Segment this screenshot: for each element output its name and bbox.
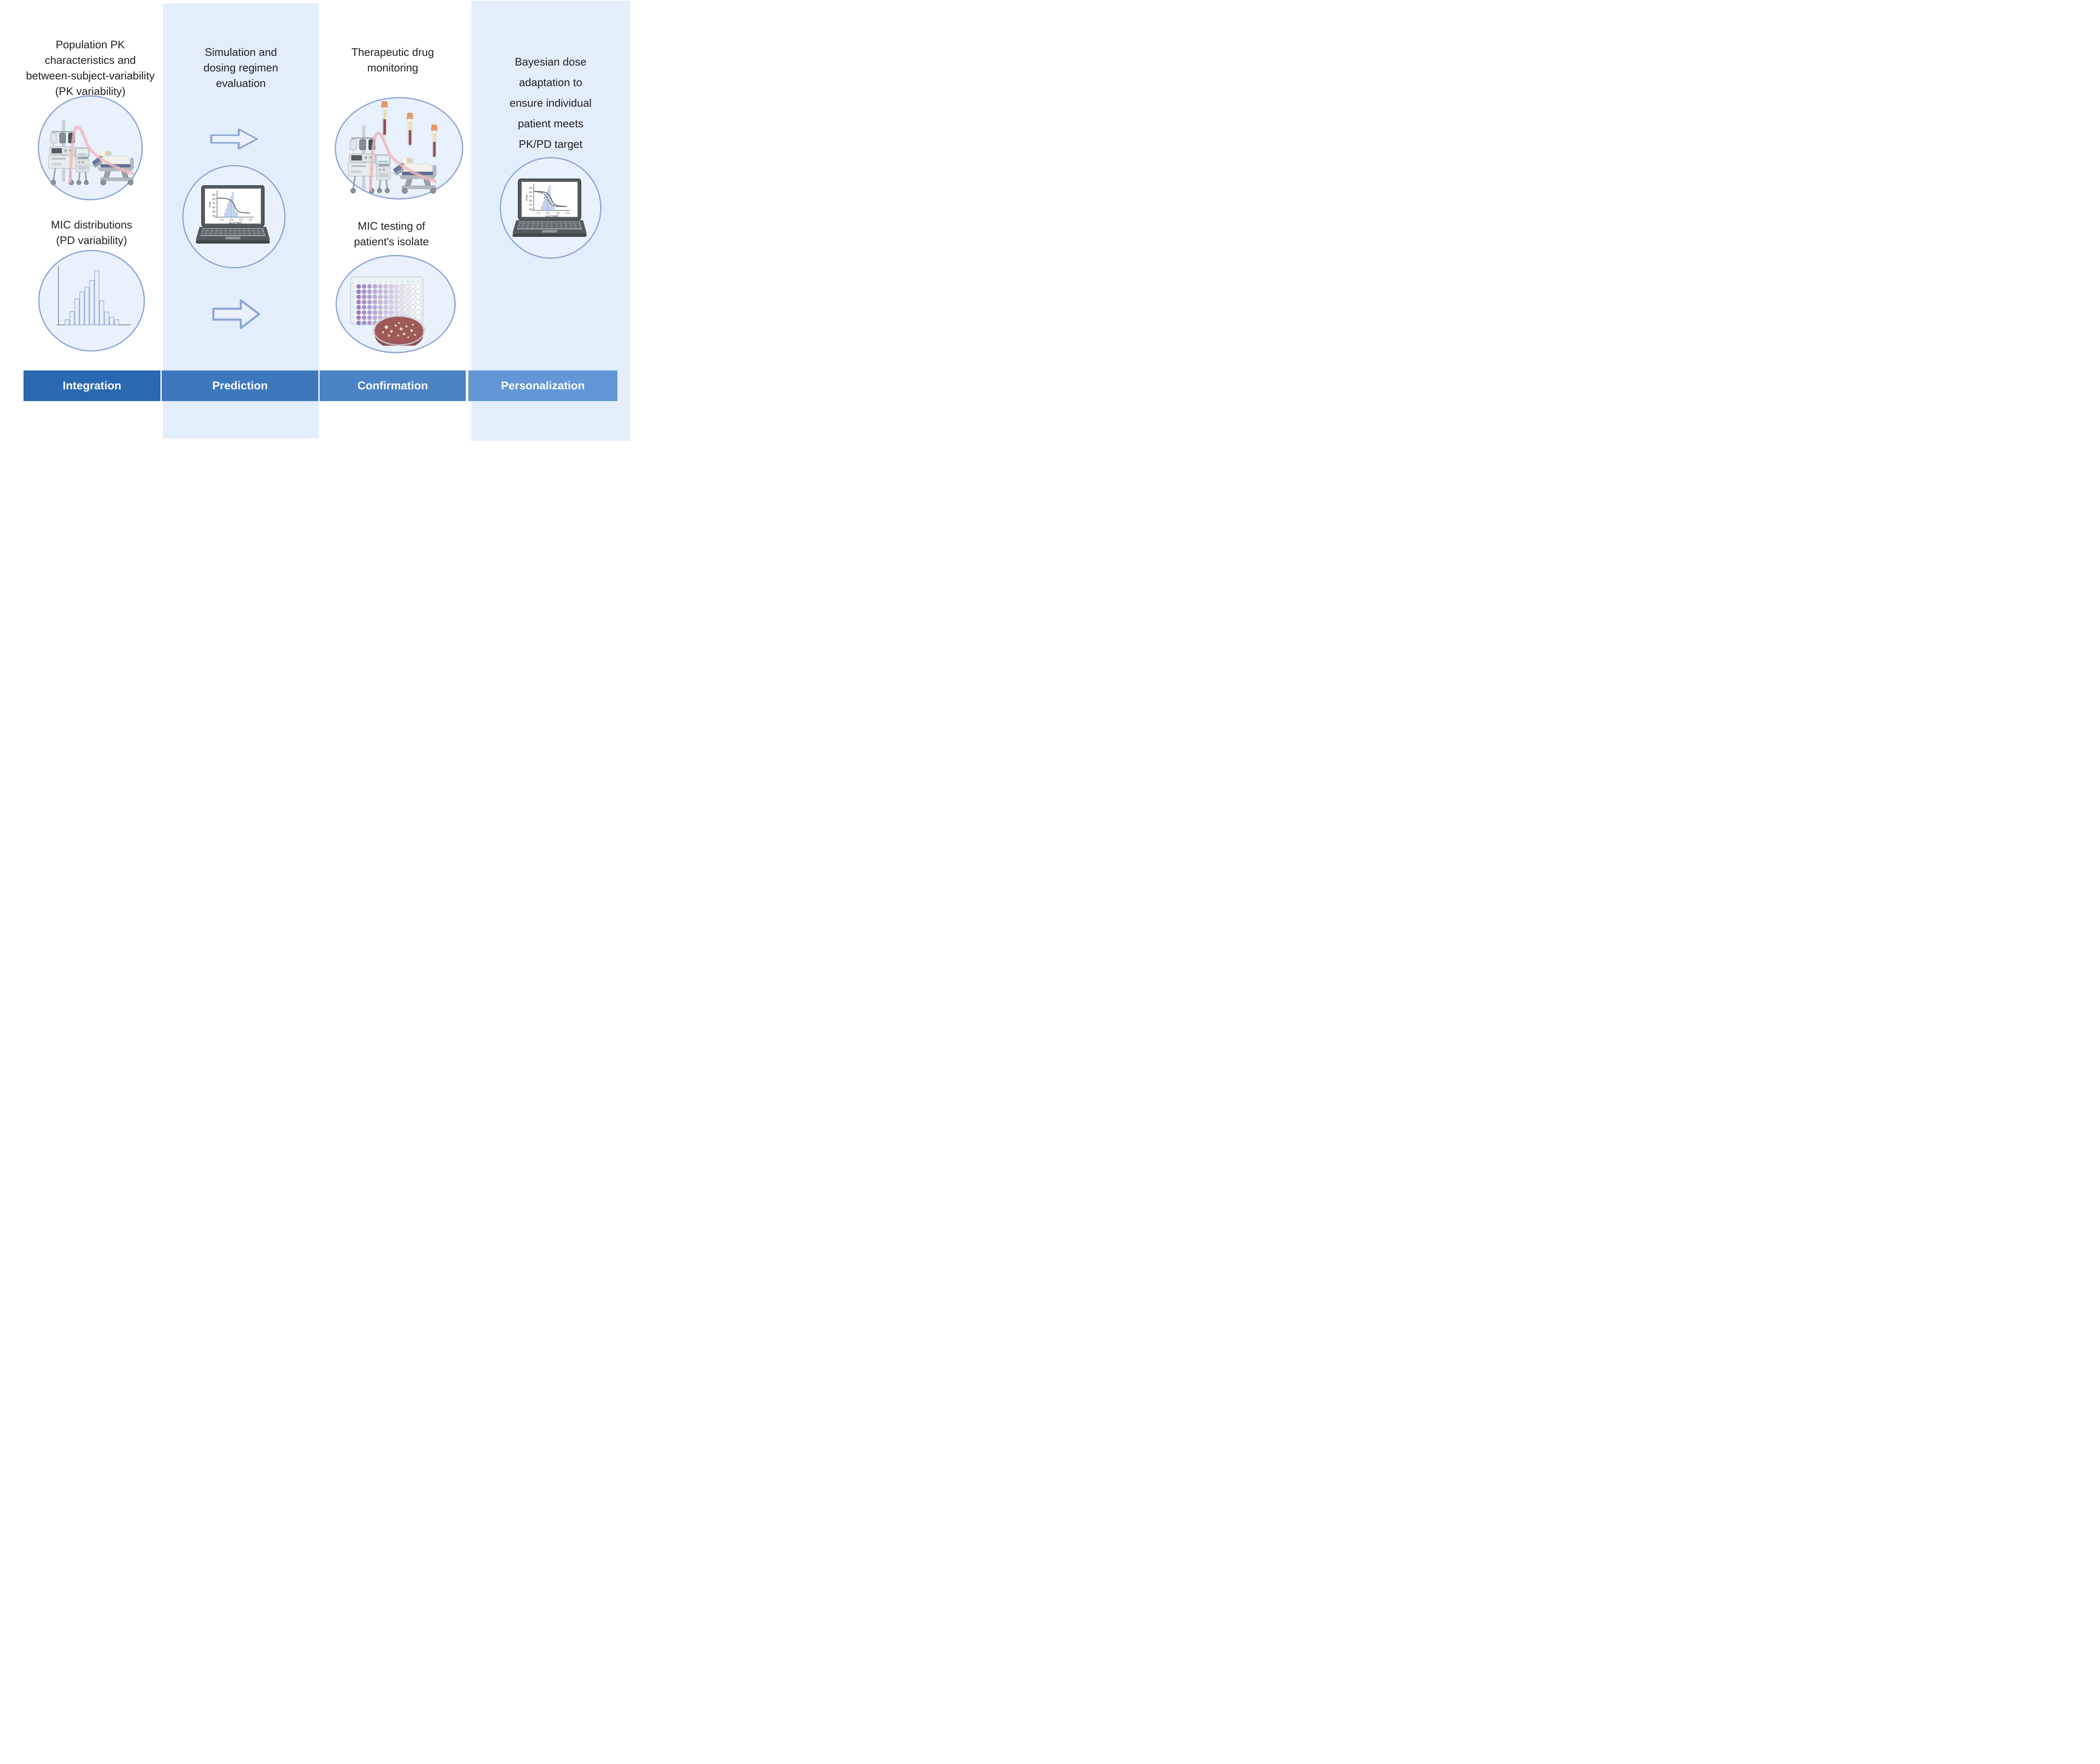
blood-tube-icon	[406, 113, 414, 148]
mic-distribution-circle	[38, 250, 145, 352]
heading-line: MIC testing of	[357, 220, 425, 232]
band-label: Prediction	[212, 379, 268, 392]
svg-text:60: 60	[529, 200, 532, 202]
svg-text:5: 5	[380, 281, 381, 283]
heading-line: monitoring	[367, 61, 418, 74]
svg-text:2: 2	[364, 281, 365, 283]
svg-text:80: 80	[529, 191, 532, 194]
svg-text:80: 80	[212, 198, 215, 201]
svg-text:PTA: PTA	[209, 202, 212, 207]
petri-dish-icon	[373, 315, 425, 346]
mic-distribution-histogram	[57, 266, 131, 326]
svg-text:90: 90	[529, 187, 532, 190]
mic-testing-circle: 1 2 3 4 5 6 7 8 9 10 11 12 A B C D E F G H	[336, 255, 456, 353]
tdm-patient-circle	[335, 97, 463, 200]
svg-text:40: 40	[212, 215, 215, 218]
heading-line: Therapeutic drug	[351, 46, 434, 58]
icu-patient-circle	[38, 95, 143, 200]
blood-tube-icon	[430, 124, 438, 160]
svg-text:0.1: 0.1	[537, 212, 541, 215]
bacterial-colonies	[382, 322, 416, 339]
svg-text:6: 6	[385, 281, 386, 283]
simulation-laptop-circle: 40 50 60 70 80 90 0.1 0.2 0.3 0.4 PTA AUC/MIC	[182, 165, 286, 268]
svg-text:12: 12	[417, 281, 420, 283]
tdm-column-heading: Therapeutic drug monitoring	[320, 45, 465, 76]
svg-text:70: 70	[529, 195, 532, 198]
svg-text:9: 9	[402, 281, 403, 283]
heading-line: dosing regimen	[203, 61, 278, 74]
heading-line: Simulation and	[205, 46, 277, 58]
svg-text:50: 50	[529, 204, 532, 207]
band-label: Confirmation	[357, 379, 428, 392]
integration-column-heading: Population PK characteristics and betwee…	[6, 37, 174, 99]
svg-text:E: E	[353, 306, 354, 309]
svg-text:90: 90	[212, 194, 215, 197]
svg-text:10: 10	[406, 281, 409, 283]
heading-line: patient meets	[517, 117, 584, 130]
flow-arrow-icon	[212, 299, 260, 329]
band-label: Personalization	[501, 379, 585, 392]
svg-text:0.4: 0.4	[565, 212, 569, 215]
svg-text:3: 3	[369, 281, 370, 283]
svg-text:AUC/MIC: AUC/MIC	[546, 214, 559, 218]
svg-text:60: 60	[212, 206, 215, 209]
svg-text:1: 1	[358, 281, 360, 283]
svg-text:H: H	[353, 322, 355, 325]
heading-line: MIC distributions	[51, 218, 132, 231]
svg-text:7: 7	[391, 281, 392, 283]
svg-text:0.4: 0.4	[249, 218, 252, 221]
svg-text:0.1: 0.1	[220, 218, 224, 221]
svg-text:D: D	[353, 301, 355, 304]
icu-bed-illustration	[45, 118, 139, 188]
heading-line: patient's isolate	[354, 235, 429, 248]
svg-text:A: A	[353, 286, 355, 288]
pkpd-workflow-diagram: Population PK characteristics and betwee…	[0, 0, 630, 441]
band-label: Integration	[63, 379, 121, 392]
heading-line: adaptation to	[519, 76, 583, 89]
heading-line: between-subject-variability	[26, 69, 155, 82]
svg-text:0.2: 0.2	[546, 212, 550, 215]
flow-arrow-icon	[210, 129, 258, 150]
svg-text:4: 4	[374, 281, 375, 283]
blood-tube-icon	[380, 101, 389, 138]
bayesian-laptop-circle: 40 50 60 70 80 90 0.1 0.2 0.3 0.4 PTA AUC/MIC	[500, 157, 601, 259]
svg-text:0.2: 0.2	[229, 218, 233, 221]
svg-text:50: 50	[212, 210, 215, 213]
svg-text:PTA: PTA	[525, 195, 529, 201]
heading-line: characteristics and	[45, 54, 136, 66]
heading-line: Bayesian dose	[514, 55, 587, 68]
heading-line: ensure individual	[509, 97, 592, 109]
svg-text:70: 70	[212, 202, 215, 205]
heading-line: (PD variability)	[56, 234, 127, 247]
svg-text:40: 40	[529, 208, 532, 211]
svg-text:0.3: 0.3	[239, 218, 243, 221]
mic-distribution-heading: MIC distributions (PD variability)	[29, 217, 155, 248]
svg-text:F: F	[353, 312, 354, 314]
svg-text:B: B	[353, 291, 354, 293]
svg-text:0.3: 0.3	[556, 212, 559, 215]
icu-bed-illustration	[344, 123, 442, 197]
svg-text:8: 8	[396, 281, 397, 283]
prediction-band: Prediction	[162, 370, 318, 401]
prediction-column-heading: Simulation and dosing regimen evaluation	[171, 45, 310, 91]
personalization-band: Personalization	[468, 370, 617, 401]
heading-line: evaluation	[216, 77, 266, 89]
heading-line: Population PK	[55, 38, 125, 51]
bayesian-column-heading: Bayesian dose adaptation to ensure indiv…	[477, 52, 624, 155]
heading-line: PK/PD target	[519, 138, 583, 150]
svg-text:11: 11	[412, 281, 414, 283]
svg-text:C: C	[353, 296, 355, 299]
mic-testing-heading: MIC testing of patient's isolate	[328, 218, 454, 249]
integration-band: Integration	[24, 370, 160, 401]
svg-text:AUC/MIC: AUC/MIC	[229, 221, 243, 225]
confirmation-band: Confirmation	[320, 370, 466, 401]
svg-text:G: G	[353, 317, 354, 319]
